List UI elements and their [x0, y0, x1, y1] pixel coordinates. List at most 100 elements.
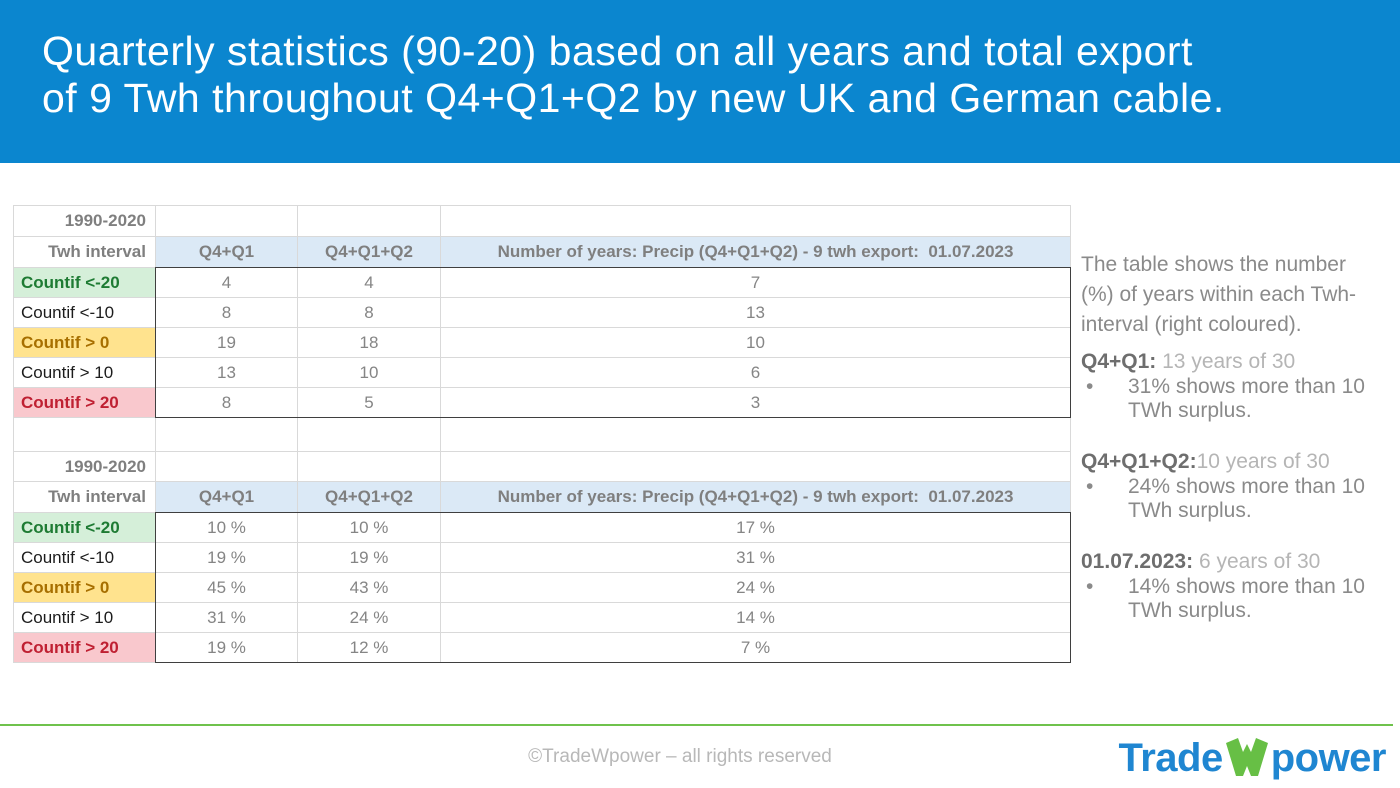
row-label: Countif > 10 [14, 358, 156, 388]
period-label: 1990-2020 [14, 452, 156, 482]
bullet-line: 31% shows more than 10 [1128, 375, 1365, 398]
notes-intro-line: interval (right coloured). [1081, 313, 1302, 336]
row-label: Countif > 10 [14, 603, 156, 633]
value-cell: 8 [298, 298, 441, 328]
bullet-text: 14% shows more than 10 TWh surplus. [1128, 575, 1383, 623]
value-cell: 45 % [156, 573, 298, 603]
value-cell: 19 % [156, 543, 298, 573]
row-label: Countif > 0 [14, 328, 156, 358]
value-cell: 4 [298, 268, 441, 298]
empty-cell [14, 418, 156, 452]
empty-cell [156, 418, 298, 452]
row-label: Countif <-10 [14, 543, 156, 573]
value-cell: 6 [441, 358, 1071, 388]
value-cell: 13 [156, 358, 298, 388]
section-label: Q4+Q1+Q2: [1081, 450, 1197, 473]
section-value: 6 years of 30 [1193, 550, 1321, 573]
value-cell: 10 [441, 328, 1071, 358]
bullet-dot-icon: • [1086, 575, 1094, 598]
row-label: Countif > 0 [14, 573, 156, 603]
value-cell: 7 % [441, 633, 1071, 663]
value-cell: 19 % [298, 543, 441, 573]
value-cell: 14 % [441, 603, 1071, 633]
column-header: Q4+Q1+Q2 [298, 482, 441, 513]
value-cell: 8 [156, 298, 298, 328]
tradewpower-logo: Trade power [1118, 736, 1386, 781]
value-cell: 43 % [298, 573, 441, 603]
slide-title-line1: Quarterly statistics (90-20) based on al… [42, 28, 1193, 74]
notes-section-date: 01.07.2023: 6 years of 30 • 14% shows mo… [1081, 549, 1383, 623]
section-heading: 01.07.2023: 6 years of 30 [1081, 549, 1383, 575]
value-cell: 31 % [441, 543, 1071, 573]
value-cell: 24 % [298, 603, 441, 633]
bullet-line: TWh surplus. [1128, 399, 1252, 422]
value-cell: 19 [156, 328, 298, 358]
value-cell: 31 % [156, 603, 298, 633]
column-header: Q4+Q1 [156, 237, 298, 268]
row-label: Countif > 20 [14, 633, 156, 663]
notes-intro: The table shows the number (%) of years … [1081, 250, 1383, 340]
empty-cell [298, 418, 441, 452]
copyright-text: ©TradeWpower – all rights reserved [528, 746, 832, 767]
slide-title: Quarterly statistics (90-20) based on al… [0, 0, 1400, 122]
value-cell: 5 [298, 388, 441, 418]
section-bullet: • 14% shows more than 10 TWh surplus. [1081, 575, 1383, 623]
value-cell: 10 % [156, 513, 298, 543]
value-cell: 17 % [441, 513, 1071, 543]
section-heading: Q4+Q1+Q2:10 years of 30 [1081, 449, 1383, 475]
footer-divider [0, 724, 1393, 726]
bullet-text: 24% shows more than 10 TWh surplus. [1128, 475, 1383, 523]
logo-text-trade: Trade [1118, 736, 1223, 780]
notes-intro-line: (%) of years within each Twh- [1081, 283, 1357, 306]
statistics-sheet: 1990-2020 Twh interval Q4+Q1 Q4+Q1+Q2 Number… [13, 205, 1071, 663]
section-label: 01.07.2023: [1081, 550, 1194, 573]
notes-section-q4q1q2: Q4+Q1+Q2:10 years of 30 • 24% shows more… [1081, 449, 1383, 523]
empty-cell [441, 206, 1071, 237]
bullet-line: TWh surplus. [1128, 599, 1252, 622]
value-cell: 3 [441, 388, 1071, 418]
empty-cell [298, 206, 441, 237]
bullet-line: 24% shows more than 10 [1128, 475, 1365, 498]
section-heading: Q4+Q1: 13 years of 30 [1081, 349, 1383, 375]
empty-cell [441, 418, 1071, 452]
value-cell: 18 [298, 328, 441, 358]
column-header: Q4+Q1 [156, 482, 298, 513]
row-label: Countif > 20 [14, 388, 156, 418]
bullet-line: 14% shows more than 10 [1128, 575, 1365, 598]
value-cell: 10 [298, 358, 441, 388]
title-banner: Quarterly statistics (90-20) based on al… [0, 0, 1400, 163]
row-label: Countif <-10 [14, 298, 156, 328]
value-cell: 19 % [156, 633, 298, 663]
bullet-dot-icon: • [1086, 375, 1094, 398]
column-header: Q4+Q1+Q2 [298, 237, 441, 268]
section-value: 13 years of 30 [1156, 350, 1296, 373]
value-cell: 8 [156, 388, 298, 418]
row-label: Countif <-20 [14, 513, 156, 543]
section-bullet: • 31% shows more than 10 TWh surplus. [1081, 375, 1383, 423]
value-cell: 13 [441, 298, 1071, 328]
row-label: Countif <-20 [14, 268, 156, 298]
section-bullet: • 24% shows more than 10 TWh surplus. [1081, 475, 1383, 523]
column-header: Number of years: Precip (Q4+Q1+Q2) - 9 t… [441, 482, 1071, 513]
section-label: Q4+Q1: [1081, 350, 1157, 373]
notes-section-q4q1: Q4+Q1: 13 years of 30 • 31% shows more t… [1081, 349, 1383, 423]
logo-text-power: power [1270, 736, 1387, 780]
empty-cell [156, 452, 298, 482]
bullet-line: TWh surplus. [1128, 499, 1252, 522]
interval-label: Twh interval [14, 482, 156, 513]
value-cell: 24 % [441, 573, 1071, 603]
interval-label: Twh interval [14, 237, 156, 268]
value-cell: 10 % [298, 513, 441, 543]
value-cell: 7 [441, 268, 1071, 298]
empty-cell [441, 452, 1071, 482]
lightning-w-icon [1223, 737, 1271, 777]
section-value: 10 years of 30 [1196, 450, 1330, 473]
bullet-dot-icon: • [1086, 475, 1094, 498]
empty-cell [298, 452, 441, 482]
column-header: Number of years: Precip (Q4+Q1+Q2) - 9 t… [441, 237, 1071, 268]
empty-cell [156, 206, 298, 237]
notes-panel: The table shows the number (%) of years … [1081, 250, 1383, 649]
value-cell: 12 % [298, 633, 441, 663]
period-label: 1990-2020 [14, 206, 156, 237]
bullet-text: 31% shows more than 10 TWh surplus. [1128, 375, 1383, 423]
